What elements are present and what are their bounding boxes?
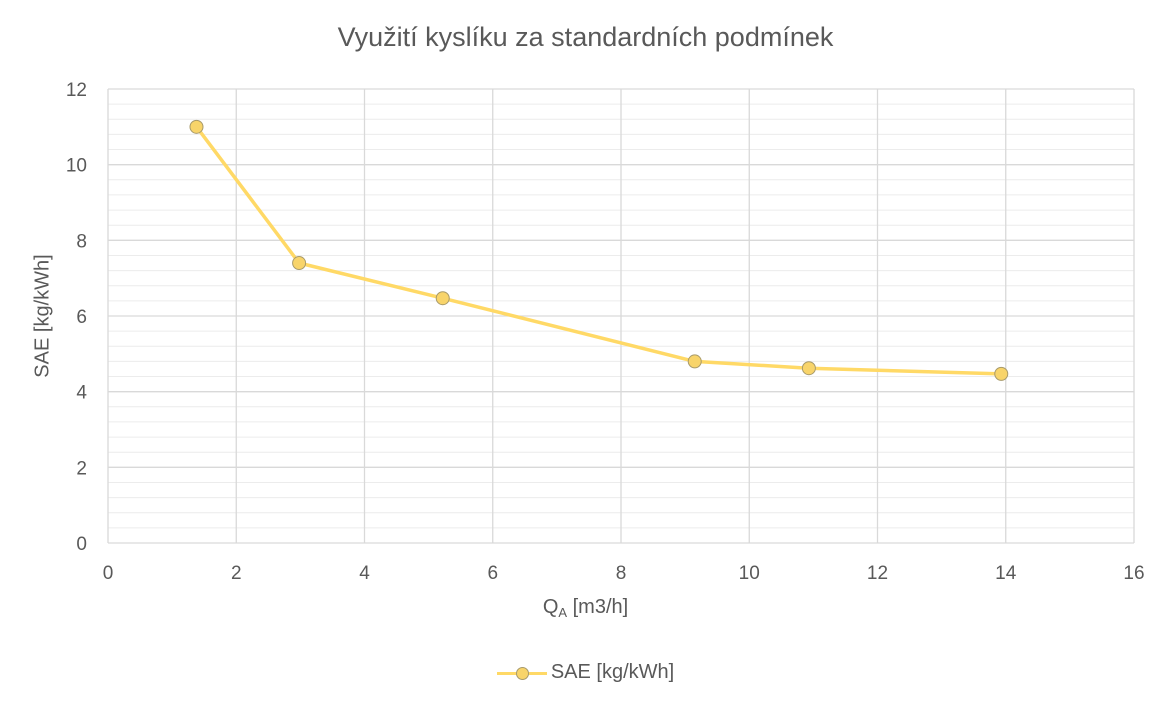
x-axis-label-subscript: A [558,605,568,620]
legend-label: SAE [kg/kWh] [550,661,675,683]
y-tick-label: 12 [66,80,87,101]
x-tick-label: 14 [995,563,1017,584]
data-point [994,366,1009,381]
series-line [194,125,1004,376]
data-point [435,291,450,306]
data-point [687,354,702,369]
y-tick-label: 0 [76,534,87,555]
x-axis-label: QA [m3/h] [0,596,1171,620]
series-layer [189,119,1009,381]
data-point [292,256,307,271]
y-tick-label: 10 [66,156,87,177]
major-gridlines [107,88,1135,544]
legend-swatch [496,663,547,683]
y-tick-label: 6 [76,307,87,328]
legend-item: SAE [kg/kWh] [496,661,675,684]
legend-marker [515,666,529,680]
y-axis-tick-labels: 0 2 4 6 8 10 12 [66,80,88,555]
y-tick-label: 8 [76,231,87,252]
data-point [189,119,204,134]
x-tick-label: 8 [616,563,627,584]
x-tick-label: 2 [231,563,242,584]
x-tick-label: 12 [867,563,888,584]
x-tick-label: 0 [103,563,114,584]
y-tick-label: 2 [76,458,87,479]
x-axis-tick-labels: 0 2 4 6 8 10 12 14 16 [103,563,1145,584]
legend: SAE [kg/kWh] [0,661,1171,689]
x-tick-label: 6 [487,563,498,584]
y-axis-label: SAE [kg/kWh] [31,254,54,378]
y-tick-label: 4 [76,383,87,404]
chart-title: Využití kyslíku za standardních podmínek [337,22,834,52]
data-point [801,361,816,376]
x-tick-label: 4 [359,563,370,584]
x-axis-label-unit: [m3/h] [567,596,629,618]
x-tick-label: 16 [1123,563,1144,584]
x-tick-label: 10 [739,563,760,584]
x-axis-label-main: Q [542,596,559,618]
